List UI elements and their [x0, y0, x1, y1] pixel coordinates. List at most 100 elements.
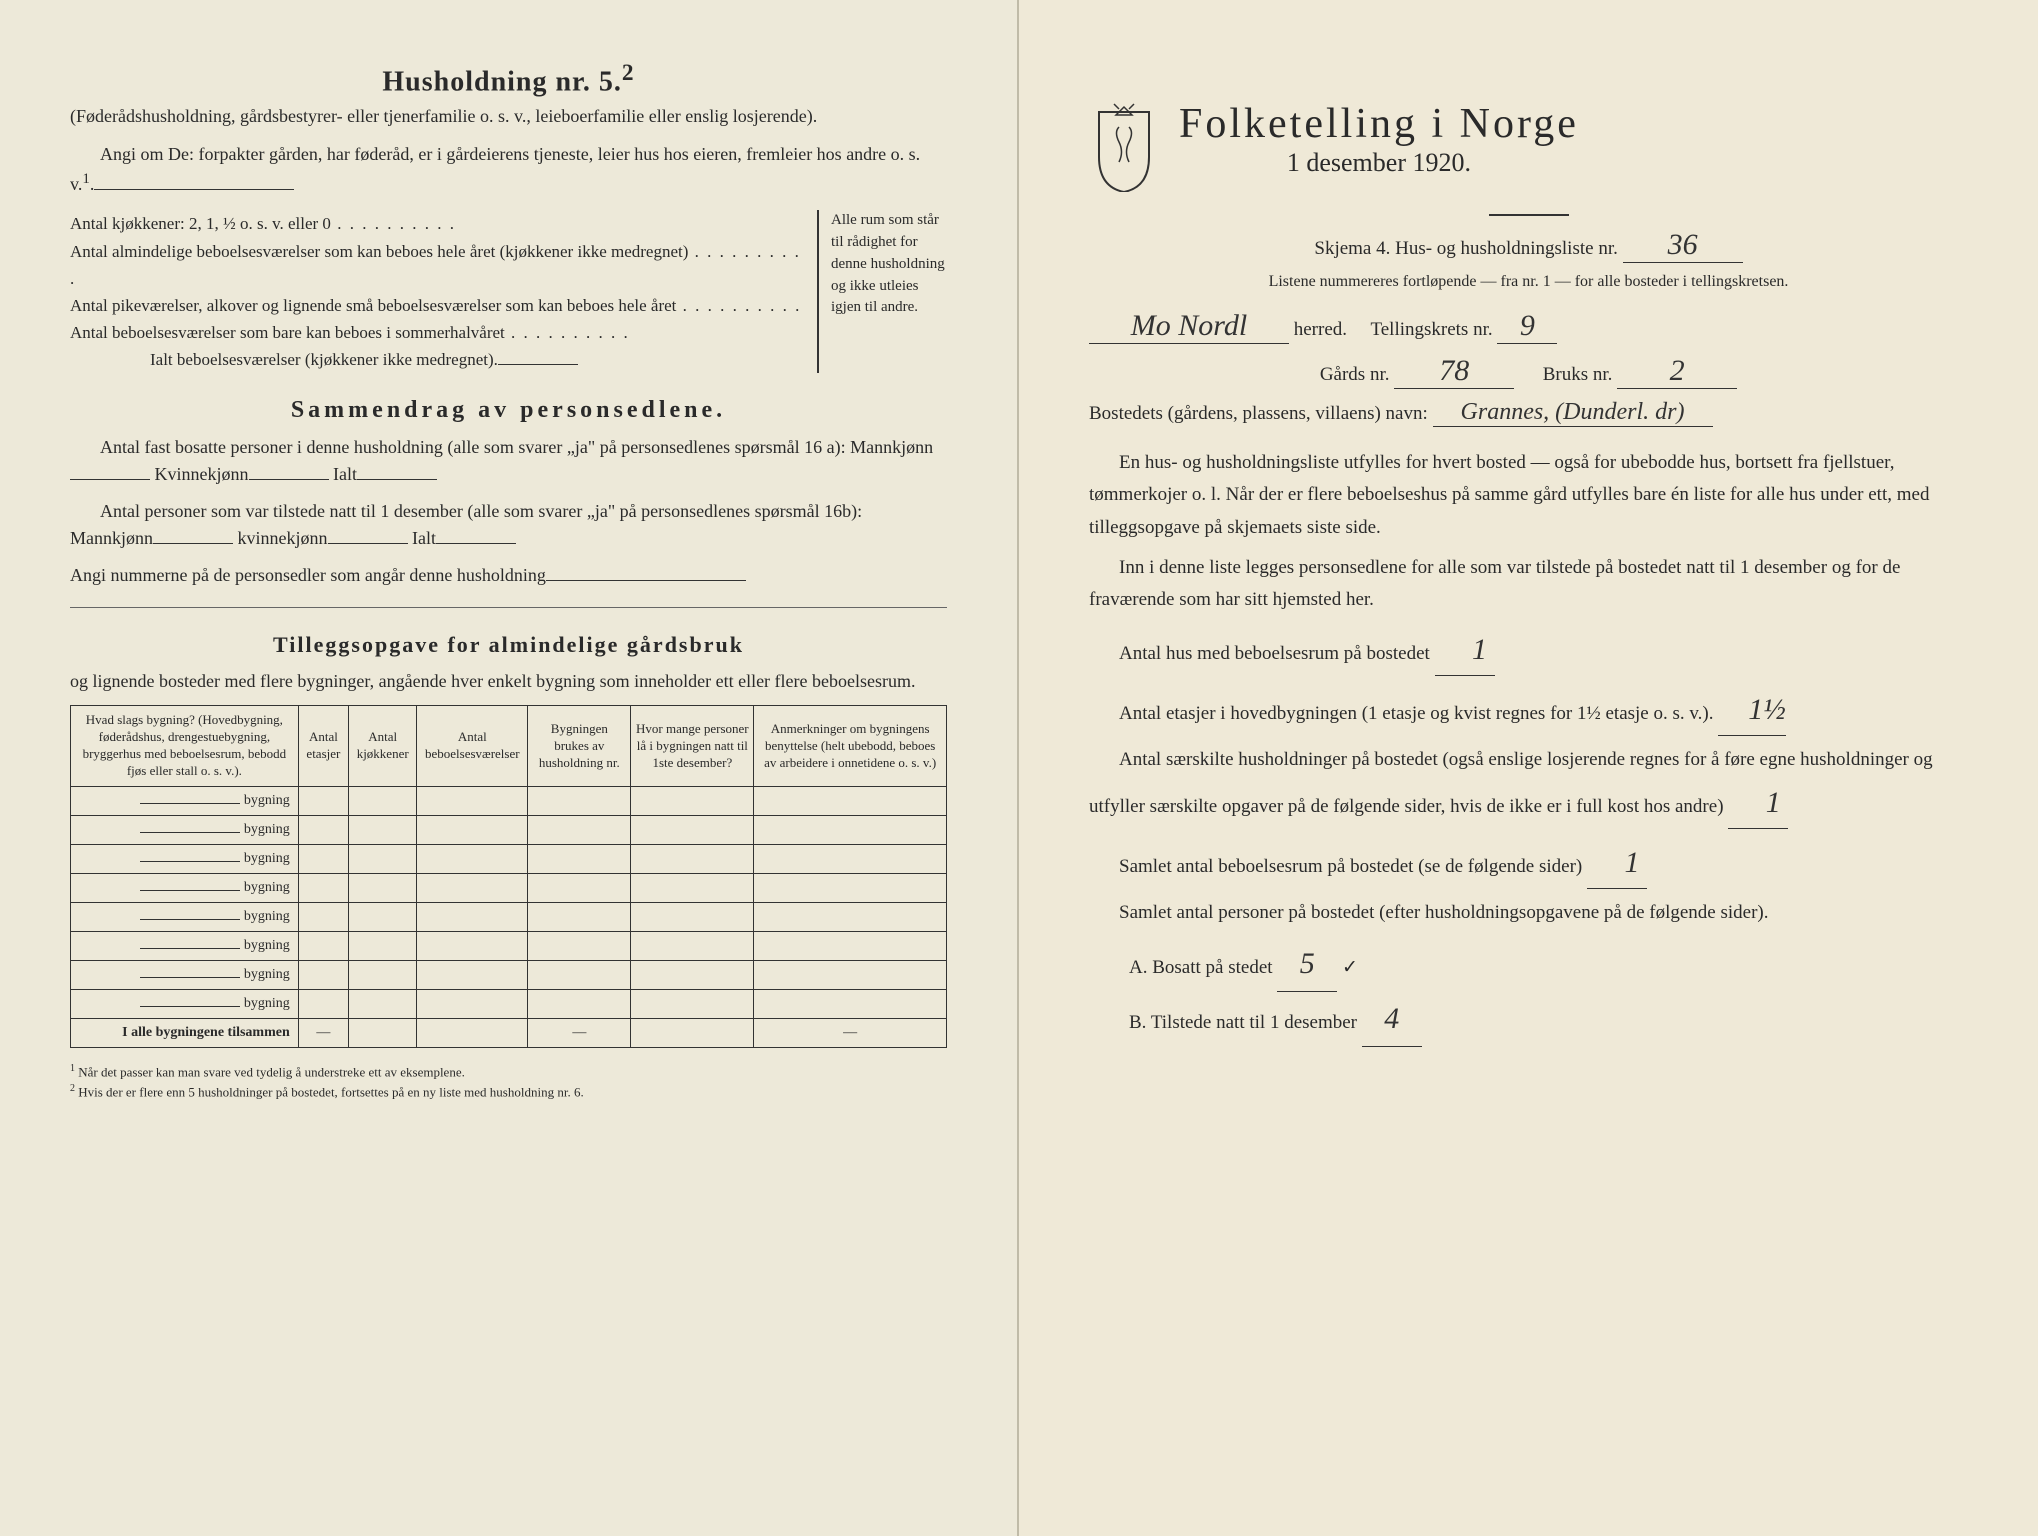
samm1a: Antal fast bosatte personer i denne hush…	[100, 437, 933, 457]
bebo2-line: Antal pikeværelser, alkover og lignende …	[70, 292, 807, 319]
row-label: bygning	[71, 932, 299, 961]
left-page: Husholdning nr. 5.2 (Føderådshusholdning…	[0, 0, 1019, 1536]
bebo3-text: Antal beboelsesværelser som bare kan beb…	[70, 323, 505, 342]
table-cell	[754, 903, 947, 932]
table-cell	[631, 932, 754, 961]
table-cell	[417, 990, 528, 1019]
subtitle-h5: (Føderådshusholdning, gårdsbestyrer- ell…	[70, 106, 947, 127]
table-cell	[417, 932, 528, 961]
table-cell	[754, 787, 947, 816]
qb-row: B. Tilstede natt til 1 desember 4	[1129, 992, 1968, 1047]
brace-right-col: Alle rum som står til rådighet for denne…	[817, 210, 947, 373]
table-cell	[754, 990, 947, 1019]
table-cell	[298, 874, 348, 903]
bebo2-text: Antal pikeværelser, alkover og lignende …	[70, 296, 676, 315]
table-cell	[349, 903, 417, 932]
table-row: bygning	[71, 903, 947, 932]
right-page: Folketelling i Norge 1 desember 1920. Sk…	[1019, 0, 2038, 1536]
qa-value: 5	[1277, 937, 1337, 992]
q5-row: Samlet antal personer på bostedet (efter…	[1089, 897, 1968, 929]
sammendrag-head: Sammendrag av personsedlene.	[70, 397, 947, 424]
table-row: bygning	[71, 990, 947, 1019]
q1-label: Antal hus med beboelsesrum på bostedet	[1119, 643, 1430, 664]
samm2a: Antal personer som var tilstede natt til…	[70, 501, 862, 548]
table-cell	[631, 787, 754, 816]
bebo1-text: Antal almindelige beboelsesværelser som …	[70, 242, 688, 261]
kjokk-text: Antal kjøkkener: 2, 1, ½ o. s. v. eller …	[70, 214, 331, 233]
gards-row: Gårds nr. 78 Bruks nr. 2	[1089, 354, 1968, 389]
samm-line1: Antal fast bosatte personer i denne hush…	[70, 434, 947, 488]
samm2c: Ialt	[412, 528, 436, 548]
q2-row: Antal etasjer i hovedbygningen (1 etasje…	[1089, 684, 1968, 736]
table-cell	[417, 961, 528, 990]
table-cell	[298, 816, 348, 845]
samm-line3: Angi nummerne på de personsedler som ang…	[70, 562, 947, 589]
table-row: bygning	[71, 874, 947, 903]
table-cell	[631, 903, 754, 932]
samm1c: Ialt	[333, 464, 357, 484]
herred-value: Mo Nordl	[1089, 309, 1289, 344]
table-cell	[417, 845, 528, 874]
sum-label: I alle bygningene tilsammen	[71, 1019, 299, 1048]
table-cell	[349, 816, 417, 845]
table-cell	[298, 961, 348, 990]
ialt-text: Ialt beboelsesværelser (kjøkkener ikke m…	[150, 350, 498, 369]
row-label: bygning	[71, 787, 299, 816]
qb-label: B. Tilstede natt til 1 desember	[1129, 1012, 1357, 1033]
table-cell	[528, 932, 631, 961]
table-cell	[631, 961, 754, 990]
table-cell	[417, 816, 528, 845]
table-row: bygning	[71, 816, 947, 845]
bostedets-row: Bostedets (gårdens, plassens, villaens) …	[1089, 399, 1968, 427]
bottom-list: A. Bosatt på stedet 5 ✓ B. Tilstede natt…	[1129, 937, 1968, 1047]
table-cell	[298, 787, 348, 816]
footnote-1: 1 Når det passer kan man svare ved tydel…	[70, 1062, 947, 1082]
row-label: bygning	[71, 845, 299, 874]
bruks-value: 2	[1617, 354, 1737, 389]
sum-dash2: —	[528, 1019, 631, 1048]
q3-row: Antal særskilte husholdninger på bostede…	[1089, 744, 1968, 828]
q4-row: Samlet antal beboelsesrum på bostedet (s…	[1089, 837, 1968, 889]
table-cell	[528, 990, 631, 1019]
table-cell	[631, 816, 754, 845]
th-6: Anmerkninger om bygningens benyttelse (h…	[754, 706, 947, 787]
q1-row: Antal hus med beboelsesrum på bostedet 1	[1089, 624, 1968, 676]
bebo1-line: Antal almindelige beboelsesværelser som …	[70, 238, 807, 292]
separator	[70, 607, 947, 608]
q4-label: Samlet antal beboelsesrum på bostedet (s…	[1119, 856, 1582, 877]
header-right: Folketelling i Norge 1 desember 1920.	[1089, 100, 1968, 194]
main-title: Folketelling i Norge	[1179, 100, 1579, 148]
row-label: bygning	[71, 903, 299, 932]
herred-label: herred.	[1294, 319, 1347, 340]
table-cell	[349, 787, 417, 816]
table-cell	[298, 990, 348, 1019]
qb-value: 4	[1362, 992, 1422, 1047]
tillegg-sub: og lignende bosteder med flere bygninger…	[70, 668, 947, 695]
q2-label: Antal etasjer i hovedbygningen (1 etasje…	[1119, 703, 1713, 724]
table-cell	[349, 961, 417, 990]
angi-text: Angi om De: forpakter gården, har føderå…	[70, 144, 920, 194]
gards-label: Gårds nr.	[1320, 364, 1390, 385]
th-2: Antal kjøkkener	[349, 706, 417, 787]
table-cell	[754, 845, 947, 874]
table-cell	[417, 787, 528, 816]
date-line: 1 desember 1920.	[1179, 148, 1579, 178]
table-row: bygning	[71, 787, 947, 816]
table-cell	[528, 845, 631, 874]
table-cell	[528, 903, 631, 932]
footnote-2: 2 Hvis der er flere enn 5 husholdninger …	[70, 1082, 947, 1102]
q1-value: 1	[1435, 624, 1495, 676]
q3-value: 1	[1728, 777, 1788, 829]
header-text: Folketelling i Norge 1 desember 1920.	[1179, 100, 1579, 194]
q2-value: 1½	[1718, 684, 1786, 736]
samm2b: kvinnekjønn	[238, 528, 328, 548]
table-cell	[349, 932, 417, 961]
p1: En hus- og husholdningsliste utfylles fo…	[1089, 447, 1968, 544]
table-cell	[631, 990, 754, 1019]
th-1: Antal etasjer	[298, 706, 348, 787]
tkrets-label: Tellingskrets nr.	[1370, 319, 1492, 340]
table-row: bygning	[71, 932, 947, 961]
skjema-value: 36	[1623, 228, 1743, 263]
table-cell	[528, 787, 631, 816]
row-label: bygning	[71, 990, 299, 1019]
